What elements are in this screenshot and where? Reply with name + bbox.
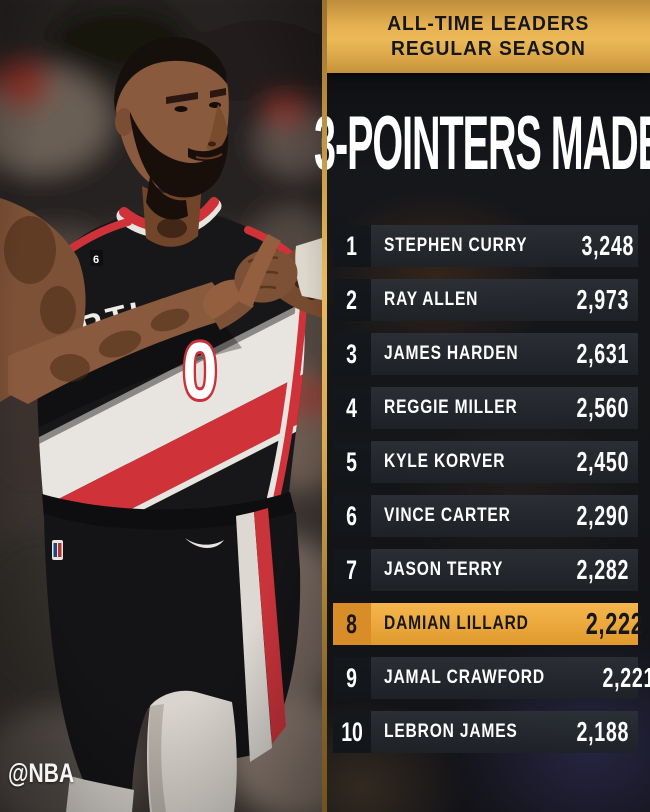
leaderboard-rows: 1 STEPHEN CURRY 3,248 2 RAY ALLEN 2,973 … [333, 225, 650, 753]
leaderboard-row: 7 JASON TERRY 2,282 [333, 549, 638, 591]
player-name: VINCE CARTER [384, 505, 511, 526]
rank-cell: 3 [333, 333, 371, 375]
rank-number: 6 [346, 500, 358, 531]
player-value: 2,973 [576, 284, 629, 315]
rank-cell: 10 [333, 711, 371, 753]
player-name: DAMIAN LILLARD [384, 613, 529, 634]
rank-number: 10 [341, 716, 363, 747]
player-name: JASON TERRY [384, 559, 504, 580]
player-photo: RTLAND 0 6 [0, 0, 322, 812]
rank-number: 5 [346, 446, 358, 477]
title-block: 3-POINTERS MADE [314, 73, 650, 213]
header-banner: ALL-TIME LEADERS REGULAR SEASON [327, 0, 650, 73]
gold-edge-stripe [322, 0, 327, 812]
rank-cell: 5 [333, 441, 371, 483]
rank-number: 7 [346, 554, 358, 585]
leaderboard-row: 3 JAMES HARDEN 2,631 [333, 333, 638, 375]
leaderboard-row: 4 REGGIE MILLER 2,560 [333, 387, 638, 429]
rank-cell: 7 [333, 549, 371, 591]
player-name: JAMAL CRAWFORD [384, 667, 545, 688]
leaderboard-panel: ALL-TIME LEADERS REGULAR SEASON 3-POINTE… [314, 0, 650, 812]
player-name: RAY ALLEN [384, 289, 479, 310]
rank-cell: 1 [333, 225, 371, 267]
banner-line-1: ALL-TIME LEADERS [387, 13, 590, 36]
player-value: 2,222 [585, 606, 644, 641]
rank-cell: 6 [333, 495, 371, 537]
player-name: LEBRON JAMES [384, 721, 518, 742]
player-name: REGGIE MILLER [384, 397, 518, 418]
rank-number: 2 [346, 284, 358, 315]
rank-number: 4 [346, 392, 358, 423]
rank-cell: 9 [333, 657, 371, 699]
nba-watermark: @NBA [8, 758, 75, 788]
page-title: 3-POINTERS MADE [314, 100, 650, 186]
leaderboard-row: 5 KYLE KORVER 2,450 [333, 441, 638, 483]
rank-cell: 2 [333, 279, 371, 321]
rank-number: 8 [346, 608, 358, 639]
rank-number: 9 [346, 662, 358, 693]
rank-number: 3 [346, 338, 358, 369]
photo-vignette [0, 0, 322, 812]
player-value: 2,188 [576, 716, 629, 747]
rank-cell: 8 [333, 603, 371, 645]
player-value: 2,450 [576, 446, 629, 477]
leaderboard-row: 2 RAY ALLEN 2,973 [333, 279, 638, 321]
rank-cell: 4 [333, 387, 371, 429]
player-value: 2,290 [576, 500, 629, 531]
player-name: STEPHEN CURRY [384, 235, 528, 256]
leaderboard-row: 9 JAMAL CRAWFORD 2,221 [333, 657, 650, 699]
banner-line-2: REGULAR SEASON [391, 37, 586, 60]
player-name: KYLE KORVER [384, 451, 506, 472]
player-value: 2,631 [576, 338, 629, 369]
rank-number: 1 [346, 230, 358, 261]
leaderboard-row: 10 LEBRON JAMES 2,188 [333, 711, 638, 753]
player-illustration: RTLAND 0 6 [0, 0, 322, 812]
player-value: 2,282 [576, 554, 629, 585]
player-value: 2,560 [576, 392, 629, 423]
leaderboard-row: 1 STEPHEN CURRY 3,248 [333, 225, 638, 267]
player-name: JAMES HARDEN [384, 343, 519, 364]
player-value: 3,248 [581, 230, 634, 261]
leaderboard-row: 8 DAMIAN LILLARD 2,222 [333, 603, 642, 645]
player-value: 2,221 [602, 662, 650, 693]
leaderboard-row: 6 VINCE CARTER 2,290 [333, 495, 638, 537]
